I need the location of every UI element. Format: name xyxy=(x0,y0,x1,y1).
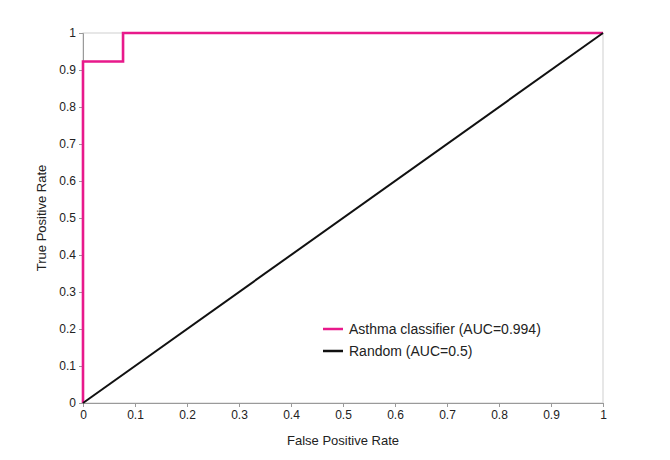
tick-label: 0.8 xyxy=(491,408,508,422)
tick: 1 xyxy=(600,403,607,422)
tick: 0.8 xyxy=(59,100,83,114)
tick: 0.5 xyxy=(335,403,352,422)
legend: Asthma classifier (AUC=0.994) Random (AUC… xyxy=(323,321,541,359)
tick: 0.7 xyxy=(439,403,456,422)
series-group xyxy=(83,33,603,403)
legend-label: Asthma classifier (AUC=0.994) xyxy=(349,321,541,337)
tick-label: 0.1 xyxy=(59,359,76,373)
tick-label: 0.1 xyxy=(127,408,144,422)
tick-label: 0.4 xyxy=(283,408,300,422)
tick: 0.3 xyxy=(59,285,83,299)
tick-mark xyxy=(135,403,136,407)
tick-label: 0.2 xyxy=(179,408,196,422)
tick-label: 0.9 xyxy=(59,63,76,77)
tick-mark xyxy=(499,403,500,407)
tick-label: 0 xyxy=(69,396,76,410)
legend-item: Asthma classifier (AUC=0.994) xyxy=(323,321,541,337)
tick: 0.2 xyxy=(179,403,196,422)
tick-label: 0 xyxy=(80,408,87,422)
tick-mark xyxy=(447,403,448,407)
tick-mark xyxy=(291,403,292,407)
tick-mark xyxy=(603,403,604,407)
tick-label: 0.3 xyxy=(59,285,76,299)
tick: 0.1 xyxy=(59,359,83,373)
legend-label: Random (AUC=0.5) xyxy=(349,343,472,359)
tick: 1 xyxy=(69,26,83,40)
tick-label: 0.6 xyxy=(59,174,76,188)
tick-label: 1 xyxy=(69,26,76,40)
tick: 0.8 xyxy=(491,403,508,422)
tick: 0 xyxy=(80,403,87,422)
plot-frame xyxy=(83,33,603,403)
tick-mark xyxy=(79,403,83,404)
series-line xyxy=(83,33,603,403)
tick-mark xyxy=(551,403,552,407)
legend-swatch xyxy=(323,328,343,331)
tick: 0.9 xyxy=(59,63,83,77)
tick-mark xyxy=(239,403,240,407)
tick-label: 0.5 xyxy=(59,211,76,225)
y-axis-title: True Positive Rate xyxy=(34,165,49,271)
tick: 0.9 xyxy=(543,403,560,422)
tick: 0.5 xyxy=(59,211,83,225)
tick: 0.6 xyxy=(387,403,404,422)
tick-label: 0.2 xyxy=(59,322,76,336)
tick-label: 0.7 xyxy=(59,137,76,151)
chart: 00.10.20.30.40.50.60.70.80.9100.10.20.30… xyxy=(0,0,670,460)
tick: 0.4 xyxy=(59,248,83,262)
axis-line xyxy=(84,404,604,408)
tick-mark xyxy=(187,403,188,407)
tick-label: 0.4 xyxy=(59,248,76,262)
tick: 0.2 xyxy=(59,322,83,336)
tick: 0.3 xyxy=(231,403,248,422)
plot: 00.10.20.30.40.50.60.70.80.9100.10.20.30… xyxy=(59,26,607,421)
tick-label: 0.9 xyxy=(543,408,560,422)
y-axis: 0 0.1 0.2 0.3 0.4 0.5 0.6 0.7 0.8 0.9 1 xyxy=(59,26,83,410)
tick: 0.4 xyxy=(283,403,300,422)
tick-label: 0.8 xyxy=(59,100,76,114)
tick-mark xyxy=(343,403,344,407)
legend-swatch xyxy=(323,350,343,353)
tick-mark xyxy=(79,33,83,34)
legend-item: Random (AUC=0.5) xyxy=(323,343,472,359)
tick-label: 0.5 xyxy=(335,408,352,422)
tick: 0.6 xyxy=(59,174,83,188)
x-axis: 0 0.1 0.2 0.3 0.4 0.5 0.6 0.7 0.8 0.9 1 xyxy=(80,403,607,422)
tick: 0.1 xyxy=(127,403,144,422)
tick-label: 0.6 xyxy=(387,408,404,422)
tick-label: 1 xyxy=(600,408,607,422)
tick-label: 0.3 xyxy=(231,408,248,422)
tick-mark xyxy=(395,403,396,407)
x-axis-title: False Positive Rate xyxy=(287,433,399,448)
tick: 0.7 xyxy=(59,137,83,151)
tick-label: 0.7 xyxy=(439,408,456,422)
series-line xyxy=(83,33,603,403)
tick: 0 xyxy=(69,396,83,410)
